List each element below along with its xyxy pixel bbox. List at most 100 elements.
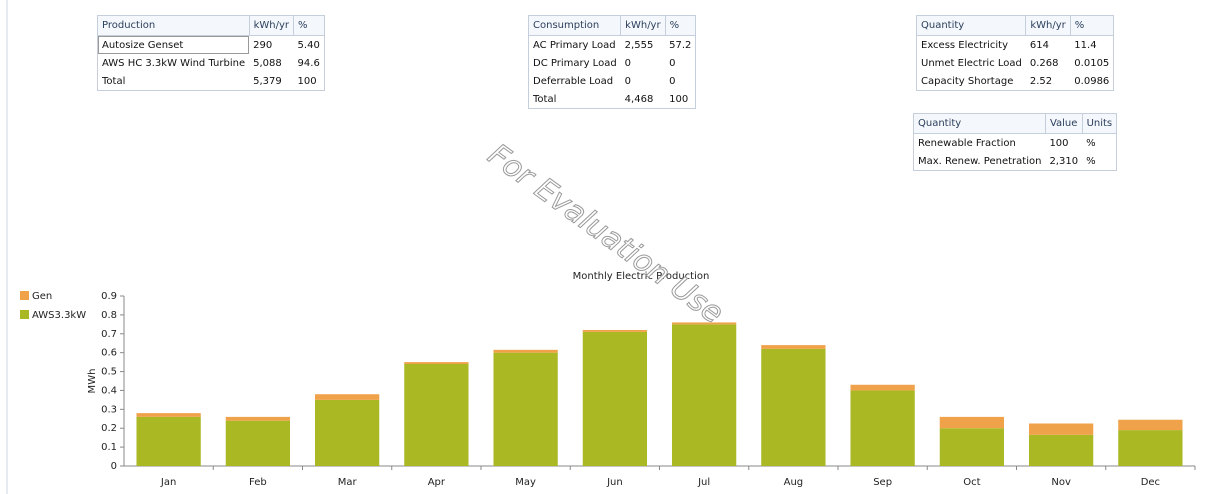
legend-label: AWS3.3kW — [32, 310, 86, 321]
x-tick-label: Sep — [873, 477, 892, 488]
column-header: Value — [1044, 113, 1083, 134]
bar-segment — [850, 390, 915, 466]
table-cell: 0.0105 — [1074, 57, 1110, 69]
bar-segment — [939, 416, 1005, 429]
legend-swatch — [20, 310, 29, 319]
y-tick-label: 0.4 — [101, 385, 117, 396]
x-tick-label: Jun — [606, 477, 623, 488]
bar-segment — [404, 362, 469, 364]
bar-segment — [225, 420, 291, 466]
bar-segment — [1028, 423, 1094, 435]
chart-title: Monthly Electric Production — [573, 271, 710, 282]
bar-segment — [582, 330, 648, 332]
bar-segment — [1028, 434, 1094, 466]
table-cell: % — [1086, 155, 1096, 167]
column-header: % — [664, 15, 697, 36]
column-header: % — [1069, 15, 1115, 36]
header-row: Quantity Value Units — [913, 113, 1118, 134]
y-tick-label: 0.8 — [101, 310, 117, 321]
table-cell: 2,310 — [1049, 155, 1079, 167]
table-cell: 100 — [669, 93, 689, 105]
bar-segment — [850, 384, 915, 391]
table-cell: 94.6 — [297, 57, 320, 69]
y-tick-label: 0.2 — [101, 423, 117, 434]
column-header: Production — [97, 15, 250, 36]
table-cell: 0 — [669, 75, 676, 87]
table-cell: AC Primary Load — [533, 39, 616, 51]
table-cell: Excess Electricity — [921, 39, 1008, 51]
x-tick-label: Jul — [697, 477, 710, 488]
table-cell: DC Primary Load — [533, 57, 617, 69]
table-row: AC Primary Load 2,555 57.2 — [529, 36, 696, 55]
table-cell: 0.0986 — [1074, 75, 1110, 87]
legend-swatch — [20, 291, 29, 300]
bar-segment — [1118, 419, 1183, 431]
bar-segment — [225, 416, 291, 421]
table-cell: 57.2 — [669, 39, 692, 51]
bar-segment — [1118, 430, 1183, 466]
y-tick-label: 0.1 — [101, 442, 117, 453]
bar-segment — [136, 413, 201, 417]
table-cell: 0 — [669, 57, 676, 69]
header-row: Quantity kWh/yr% — [915, 15, 1115, 36]
x-tick-label: May — [515, 477, 536, 488]
y-tick-label: 0.3 — [101, 404, 117, 415]
x-tick-label: Mar — [338, 477, 358, 488]
bar-segment — [761, 345, 826, 349]
bar-segment — [314, 394, 380, 400]
table-cell: 4,468 — [624, 93, 654, 105]
table-cell: Deferrable Load — [533, 75, 614, 87]
column-header: Units — [1081, 113, 1118, 134]
bar-segment — [761, 348, 826, 466]
table-row: Excess Electricity 614 11.4 — [917, 36, 1114, 55]
header-row: Production kWh/yr% — [97, 15, 325, 36]
bar-segment — [671, 324, 737, 466]
y-tick-label: 0.7 — [101, 329, 117, 340]
y-tick-label: 0 — [111, 461, 117, 472]
table-cell: 0.268 — [1029, 57, 1059, 69]
table-row: Total 4,468 100 — [529, 90, 696, 109]
table-cell: Renewable Fraction — [918, 137, 1016, 149]
table-cell: AWS HC 3.3kW Wind Turbine — [102, 57, 246, 69]
y-axis-label: MWh — [87, 369, 98, 394]
summary-table: Quantity Value Units Renewable Fraction 100%… — [913, 113, 1118, 171]
table-cell: 0 — [624, 57, 632, 69]
table-cell: 2,555 — [624, 39, 654, 51]
summary-table: Production kWh/yr% Autosize Genset 290 5.40 A… — [97, 15, 325, 91]
x-tick-label: Oct — [963, 477, 980, 488]
x-tick-label: Jan — [160, 477, 176, 488]
y-tick-label: 0.9 — [101, 291, 117, 302]
column-header: Consumption — [527, 15, 622, 36]
table-cell: 5,379 — [253, 75, 282, 87]
bar-segment — [314, 399, 380, 466]
column-header: Quantity — [913, 113, 1046, 134]
table-cell: 290 — [253, 39, 273, 51]
table-row: Renewable Fraction 100% — [914, 134, 1117, 153]
table-cell: Total — [102, 75, 126, 87]
column-header: kWh/yr — [620, 15, 666, 36]
column-header: kWh/yr — [1025, 15, 1071, 36]
y-tick-label: 0.5 — [101, 367, 117, 378]
table-cell: Total — [533, 93, 557, 105]
table-cell: 100 — [1049, 137, 1069, 149]
table-row: Deferrable Load 0 0 — [529, 72, 696, 90]
table-row: Capacity Shortage 2.52 0.0986 — [917, 72, 1114, 91]
y-tick-label: 0.6 — [101, 348, 117, 359]
table-cell: Max. Renew. Penetration — [918, 155, 1042, 167]
summary-table: Consumption kWh/yr% AC Primary Load 2,555 57… — [527, 15, 697, 109]
table-row: Total 5,379 100 — [98, 72, 325, 91]
bar-segment — [939, 428, 1005, 466]
summary-table: Quantity kWh/yr% Excess Electricity 614 11.4… — [915, 15, 1115, 91]
bar-segment — [671, 322, 737, 325]
table-cell: 0 — [624, 75, 632, 87]
table-row: Autosize Genset 290 5.40 — [97, 35, 325, 54]
watermark: For Evaluation Use — [481, 137, 729, 331]
x-tick-label: Nov — [1051, 477, 1071, 488]
table-row: DC Primary Load 0 0 — [529, 54, 696, 72]
bar-segment — [404, 364, 469, 466]
table-cell: % — [1086, 137, 1096, 149]
bar-segment — [493, 349, 558, 353]
table-cell: 100 — [297, 75, 317, 87]
